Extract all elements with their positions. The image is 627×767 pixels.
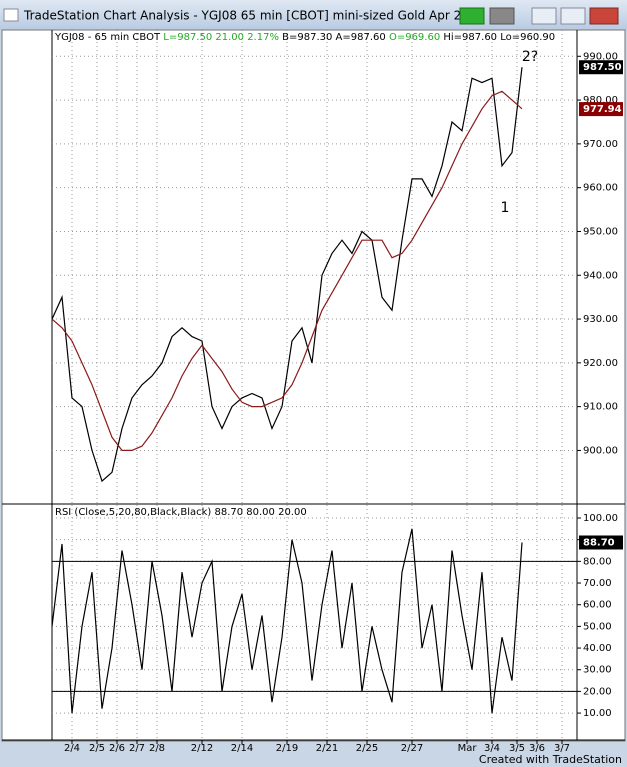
minimize-button[interactable] <box>531 7 557 25</box>
y-tick-label: 940.00 <box>583 270 618 281</box>
y-tick-label: 60.00 <box>583 600 612 611</box>
y-tick-label: 100.00 <box>583 513 618 524</box>
x-tick-label: 2/21 <box>316 743 338 754</box>
app-icon <box>3 8 19 22</box>
chart-area <box>1 29 626 742</box>
y-tick-label: 40.00 <box>583 643 612 654</box>
footer: Created with TradeStation <box>479 753 622 766</box>
header-segment: RSI (Close,5,20,80,Black,Black) 88.70 80… <box>55 507 307 518</box>
y-tick-label: 950.00 <box>583 226 618 237</box>
header-segment: O=969.60 <box>389 32 440 43</box>
last-value-box <box>579 60 623 75</box>
y-tick-label: 990.00 <box>583 51 618 62</box>
format-button[interactable] <box>489 7 515 25</box>
last-value-label: 987.50 <box>583 62 622 73</box>
header-segment: YGJ08 - 65 min CBOT <box>54 32 163 43</box>
x-tick-label: 2/25 <box>356 743 378 754</box>
header-segment: B=987.30 A=987.60 <box>279 32 389 43</box>
x-tick-label: 3/6 <box>529 743 545 754</box>
y-tick-label: 50.00 <box>583 621 612 632</box>
x-tick-label: 2/6 <box>109 743 125 754</box>
series-line <box>51 528 523 714</box>
maximize-button[interactable] <box>560 7 586 25</box>
x-tick-label: 2/12 <box>191 743 213 754</box>
x-tick-label: 3/4 <box>484 743 500 754</box>
y-tick-label: 960.00 <box>583 183 618 194</box>
series-line <box>51 67 523 483</box>
x-tick-label: 2/14 <box>231 743 253 754</box>
x-tick-label: 2/8 <box>149 743 165 754</box>
last-value-box <box>579 102 623 117</box>
x-tick-label: 3/5 <box>509 743 525 754</box>
x-tick-label: 2/7 <box>129 743 145 754</box>
annotation: 1 <box>501 200 510 216</box>
close-button[interactable] <box>589 7 619 25</box>
x-tick-label: 2/27 <box>401 743 423 754</box>
y-tick-label: 920.00 <box>583 358 618 369</box>
last-value-label: 88.70 <box>583 537 615 548</box>
y-tick-label: 900.00 <box>583 445 618 456</box>
series-line <box>51 90 523 451</box>
header-segment: L=987.50 21.00 2.17% <box>163 32 279 43</box>
last-value-label: 977.94 <box>583 104 622 115</box>
y-tick-label: 910.00 <box>583 402 618 413</box>
y-tick-label: 10.00 <box>583 708 612 719</box>
title-bar <box>0 0 627 30</box>
y-tick-label: 980.00 <box>583 95 618 106</box>
x-tick-label: 2/19 <box>276 743 298 754</box>
annotation: 2? <box>522 49 538 65</box>
x-tick-label: 2/4 <box>64 743 80 754</box>
window-title: TradeStation Chart Analysis - YGJ08 65 m… <box>23 9 484 23</box>
x-tick-label: Mar <box>458 743 478 754</box>
panel-header: YGJ08 - 65 min CBOT L=987.50 21.00 2.17%… <box>54 32 555 43</box>
y-tick-label: 930.00 <box>583 314 618 325</box>
y-tick-label: 30.00 <box>583 665 612 676</box>
dollar-button[interactable] <box>459 7 485 25</box>
panel-header: RSI (Close,5,20,80,Black,Black) 88.70 80… <box>55 507 307 518</box>
x-tick-label: 3/7 <box>554 743 570 754</box>
y-tick-label: 970.00 <box>583 139 618 150</box>
y-tick-label: 80.00 <box>583 556 612 567</box>
y-tick-label: 70.00 <box>583 578 612 589</box>
y-tick-label: 20.00 <box>583 686 612 697</box>
header-segment: Hi=987.60 Lo=960.90 <box>440 32 555 43</box>
x-tick-label: 2/5 <box>89 743 105 754</box>
last-value-box <box>579 535 623 550</box>
